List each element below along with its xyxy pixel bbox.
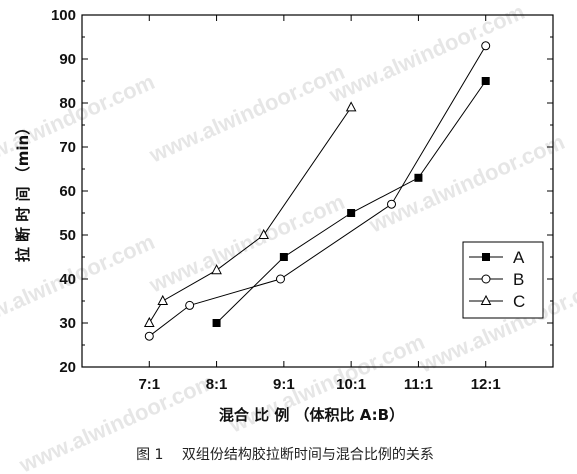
x-tick-label: 7:1 <box>138 376 160 393</box>
x-tick-label: 12:1 <box>471 376 501 393</box>
legend-marker-c <box>480 294 492 305</box>
y-tick-label: 50 <box>59 227 76 244</box>
watermark-text: www.alwindoor.com <box>145 59 349 168</box>
x-axis: 7:1 8:1 9:1 10:1 11:1 12:1 <box>138 15 501 393</box>
y-axis: 20 30 40 50 60 70 80 90 100 <box>51 7 553 376</box>
series-c-point <box>157 294 169 305</box>
series-a-point <box>347 209 356 217</box>
y-tick-label: 100 <box>51 7 76 24</box>
x-tick-label: 9:1 <box>273 376 295 393</box>
series-a-point <box>481 77 490 85</box>
watermark-text: www.alwindoor.com <box>325 0 529 108</box>
legend-marker-b <box>481 274 491 284</box>
series-b-point <box>481 41 491 51</box>
series-b-point <box>144 331 154 341</box>
watermark-text: www.alwindoor.com <box>145 189 349 298</box>
y-tick-label: 70 <box>59 139 76 156</box>
y-tick-label: 40 <box>59 271 76 288</box>
legend-marker-a <box>482 253 490 261</box>
series-c <box>143 101 357 327</box>
series-c-point <box>258 228 270 239</box>
legend-box <box>462 241 544 319</box>
legend-label-c: C <box>513 292 525 311</box>
series-b-point <box>185 300 195 310</box>
x-tick-label: 10:1 <box>336 376 366 393</box>
x-tick-label: 8:1 <box>206 376 228 393</box>
y-tick-label: 20 <box>59 359 76 376</box>
y-tick-label: 80 <box>59 95 76 112</box>
watermark-text: www.alwindoor.com <box>365 129 569 238</box>
y-axis-title: 拉 断 时 间 （min） <box>14 120 32 262</box>
y-tick-label: 30 <box>59 315 76 332</box>
series-a <box>212 77 490 327</box>
y-tick-label: 90 <box>59 51 76 68</box>
series-c-point <box>211 264 222 275</box>
x-tick-label: 11:1 <box>404 376 433 393</box>
legend-label-a: A <box>513 248 525 267</box>
series-a-point <box>279 253 288 261</box>
series-b-point <box>387 199 397 209</box>
series-a-point <box>414 173 423 182</box>
series-b-point <box>275 274 285 284</box>
series-c-point <box>345 101 357 112</box>
x-axis-title: 混合 比 例 （体积比 A:B） <box>219 406 404 424</box>
y-tick-label: 60 <box>59 183 76 200</box>
series-b <box>144 41 491 341</box>
legend: ABC <box>462 241 544 319</box>
series-a-point <box>212 319 221 327</box>
series-layer <box>143 41 491 341</box>
legend-label-b: B <box>513 270 524 289</box>
series-c-point <box>143 316 155 327</box>
figure-caption: 图 1 双组份结构胶拉断时间与混合比例的关系 <box>136 446 434 463</box>
